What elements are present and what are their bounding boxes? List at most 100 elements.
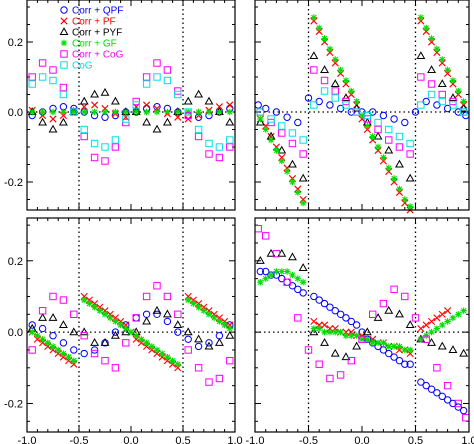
data-point xyxy=(454,108,462,116)
data-point xyxy=(255,255,265,264)
data-point xyxy=(449,314,457,322)
data-point xyxy=(215,332,224,340)
series-cog xyxy=(256,87,468,148)
data-point xyxy=(190,300,197,307)
data-point xyxy=(417,324,425,333)
data-point xyxy=(81,108,88,116)
data-point xyxy=(174,328,182,336)
data-point xyxy=(299,279,307,286)
x-tick-label: 0.0 xyxy=(123,435,138,444)
data-point xyxy=(427,385,436,393)
data-point xyxy=(401,360,409,368)
data-point xyxy=(91,303,98,311)
data-point xyxy=(272,249,281,258)
data-point xyxy=(369,339,376,347)
data-point xyxy=(152,305,162,314)
data-point xyxy=(174,361,181,368)
data-point xyxy=(143,101,151,109)
data-point xyxy=(96,307,103,314)
data-point xyxy=(390,115,398,123)
data-point xyxy=(142,292,151,301)
legend-marker xyxy=(60,6,68,14)
data-point xyxy=(299,199,307,207)
data-point xyxy=(460,307,467,314)
data-point xyxy=(142,316,152,325)
data-point xyxy=(337,66,344,74)
data-point xyxy=(205,108,213,116)
data-point xyxy=(348,332,355,339)
data-point xyxy=(59,296,68,304)
data-point xyxy=(342,101,350,109)
data-point xyxy=(38,73,47,81)
series-corr-gf xyxy=(29,108,233,116)
data-point xyxy=(112,318,119,325)
data-point xyxy=(417,101,425,109)
x-tick-label: 0.5 xyxy=(408,435,423,444)
legend-marker xyxy=(60,17,68,25)
x-tick-label: 1.0 xyxy=(461,435,474,444)
data-point xyxy=(204,96,214,105)
data-point xyxy=(448,93,458,102)
data-point xyxy=(204,341,214,350)
data-point xyxy=(200,307,207,314)
x-tick-label: -1.0 xyxy=(246,435,265,444)
data-point xyxy=(122,108,129,116)
data-point xyxy=(362,327,372,336)
data-point xyxy=(226,143,234,151)
legend-label: Corr + GF xyxy=(72,39,117,50)
data-point xyxy=(184,335,192,343)
data-point xyxy=(455,87,462,95)
data-point xyxy=(443,381,452,390)
data-point xyxy=(310,101,318,109)
data-point xyxy=(183,327,193,336)
data-point xyxy=(332,328,339,336)
data-point xyxy=(28,321,36,329)
panel-bottom-left: -0.2 0.0 0.2 -1.0 -0.5 0.0 0.5 1.0 xyxy=(4,217,243,444)
data-point xyxy=(444,318,451,325)
data-point xyxy=(205,150,213,158)
data-point xyxy=(428,35,435,42)
data-point xyxy=(110,96,120,105)
data-point xyxy=(121,327,131,336)
data-point xyxy=(278,122,286,130)
data-point xyxy=(205,311,213,318)
data-point xyxy=(122,339,130,347)
data-point xyxy=(347,317,355,326)
data-point xyxy=(283,113,291,121)
data-point xyxy=(330,348,340,357)
data-point xyxy=(215,153,224,162)
data-point xyxy=(423,24,430,32)
data-point xyxy=(80,125,88,134)
data-point xyxy=(304,346,313,354)
data-point xyxy=(411,108,420,116)
data-point xyxy=(194,89,204,98)
data-point xyxy=(255,117,265,126)
data-point xyxy=(433,45,441,53)
data-point xyxy=(184,346,192,354)
data-point xyxy=(390,343,398,350)
data-point xyxy=(379,346,388,354)
data-point xyxy=(38,117,48,126)
data-point xyxy=(194,334,204,343)
data-point xyxy=(310,292,318,301)
data-point xyxy=(127,328,135,336)
data-point xyxy=(55,346,62,354)
data-point xyxy=(299,136,307,144)
data-point xyxy=(405,173,415,182)
series-corr-pyf xyxy=(255,248,469,361)
x-tick-label: 0.5 xyxy=(175,435,190,444)
data-point xyxy=(342,314,350,322)
data-point xyxy=(342,332,350,339)
data-point xyxy=(294,118,302,127)
data-point xyxy=(142,73,151,81)
data-point xyxy=(320,76,329,85)
data-point xyxy=(287,252,297,261)
data-point xyxy=(132,101,140,109)
data-point xyxy=(91,108,98,116)
data-point xyxy=(417,14,425,21)
data-point xyxy=(215,374,224,383)
data-point xyxy=(380,339,387,347)
data-point xyxy=(341,93,351,102)
data-point xyxy=(162,309,172,318)
data-point xyxy=(174,108,181,116)
